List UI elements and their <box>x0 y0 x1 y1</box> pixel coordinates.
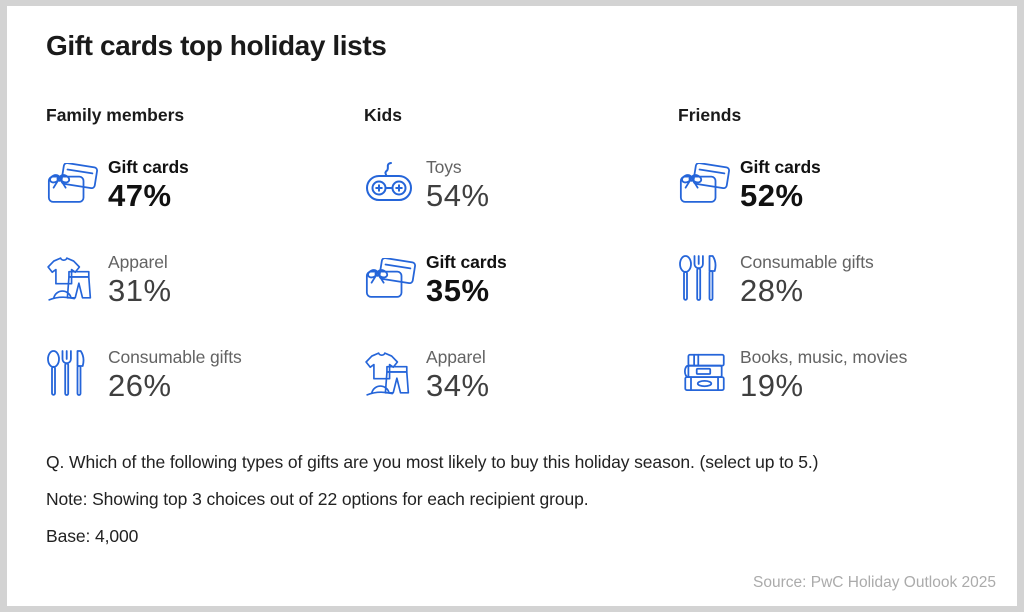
group-header: Friends <box>678 105 742 125</box>
item-value: 31% <box>108 272 172 308</box>
item-text: Apparel 31% <box>108 252 172 307</box>
gift-cards-icon <box>678 163 740 205</box>
survey-note: Note: Showing top 3 choices out of 22 op… <box>46 489 589 509</box>
item-label: Toys <box>426 156 462 177</box>
item-label: Consumable gifts <box>108 346 242 367</box>
item-value: 19% <box>740 367 804 403</box>
footnotes: Q. Which of the following types of gifts… <box>46 452 819 563</box>
gift-item-row: Apparel 31% <box>46 245 364 313</box>
gift-item-row: Gift cards 35% <box>364 245 678 313</box>
item-text: Gift cards 35% <box>426 252 507 307</box>
group-family-members: Family members Gift cards 47% Apparel 31… <box>46 105 364 435</box>
gift-item-row: Apparel 34% <box>364 340 678 408</box>
item-value: 54% <box>426 177 490 213</box>
card-background <box>7 6 1017 606</box>
survey-base: Base: 4,000 <box>46 526 139 546</box>
toys-icon <box>364 161 426 207</box>
group-friends: Friends Gift cards 52% Consumable gifts … <box>678 105 1008 435</box>
item-text: Consumable gifts 28% <box>740 252 874 307</box>
gift-item-row: Toys 54% <box>364 150 678 218</box>
item-label: Consumable gifts <box>740 251 874 272</box>
gift-cards-icon <box>364 258 426 300</box>
gift-item-row: Books, music, movies 19% <box>678 340 1008 408</box>
item-label: Gift cards <box>740 156 821 177</box>
group-rows: Toys 54% Gift cards 35% Apparel <box>364 150 678 408</box>
item-label: Apparel <box>426 346 486 367</box>
consumable-gifts-icon <box>678 254 740 304</box>
recipient-groups: Family members Gift cards 47% Apparel 31… <box>46 105 1008 435</box>
group-rows: Gift cards 52% Consumable gifts 28% Bo <box>678 150 1008 408</box>
books-music-movies-icon <box>678 352 740 396</box>
item-value: 52% <box>740 177 804 213</box>
page-title: Gift cards top holiday lists <box>46 30 387 61</box>
consumable-gifts-icon <box>46 349 108 399</box>
item-value: 28% <box>740 272 804 308</box>
gift-cards-icon <box>46 163 108 205</box>
group-kids: Kids Toys 54% Gift cards 35% <box>364 105 678 435</box>
item-text: Consumable gifts 26% <box>108 347 242 402</box>
item-value: 35% <box>426 272 490 308</box>
item-text: Gift cards 52% <box>740 157 821 212</box>
item-text: Apparel 34% <box>426 347 490 402</box>
group-header: Family members <box>46 105 185 125</box>
item-text: Gift cards 47% <box>108 157 189 212</box>
item-text: Books, music, movies 19% <box>740 347 907 402</box>
item-text: Toys 54% <box>426 157 490 212</box>
gift-item-row: Consumable gifts 28% <box>678 245 1008 313</box>
apparel-icon <box>364 350 426 398</box>
group-header: Kids <box>364 105 402 125</box>
item-value: 47% <box>108 177 172 213</box>
source-credit: Source: PwC Holiday Outlook 2025 <box>753 574 996 591</box>
gift-item-row: Gift cards 52% <box>678 150 1008 218</box>
item-label: Gift cards <box>108 156 189 177</box>
item-label: Books, music, movies <box>740 346 908 367</box>
apparel-icon <box>46 255 108 303</box>
gift-item-row: Consumable gifts 26% <box>46 340 364 408</box>
item-label: Apparel <box>108 251 168 272</box>
group-rows: Gift cards 47% Apparel 31% Consumable <box>46 150 364 408</box>
item-value: 34% <box>426 367 490 403</box>
item-label: Gift cards <box>426 251 507 272</box>
gift-item-row: Gift cards 47% <box>46 150 364 218</box>
item-value: 26% <box>108 367 172 403</box>
survey-question: Q. Which of the following types of gifts… <box>46 452 819 472</box>
